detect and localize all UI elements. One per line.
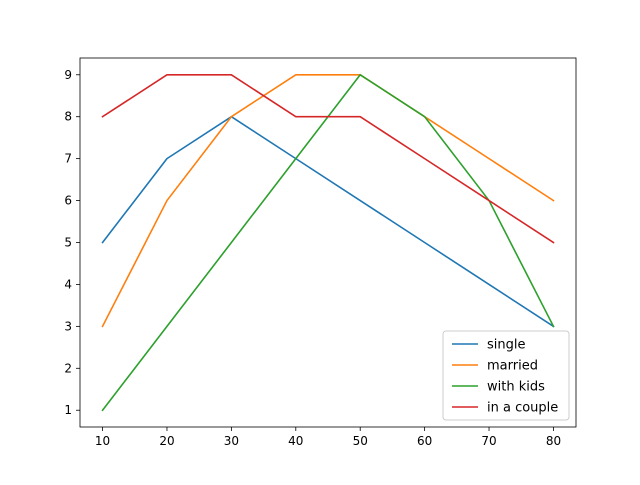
x-tick-label: 40 <box>288 434 303 448</box>
y-tick-label: 6 <box>64 194 72 208</box>
y-tick-label: 3 <box>64 319 72 333</box>
y-tick-label: 5 <box>64 236 72 250</box>
x-tick-label: 70 <box>481 434 496 448</box>
legend-label-1: married <box>487 359 538 374</box>
x-tick-label: 80 <box>546 434 561 448</box>
y-tick-label: 2 <box>64 361 72 375</box>
x-axis: 10 20 30 40 50 60 70 80 <box>95 427 561 448</box>
series-line-0 <box>101 115 555 328</box>
legend: single married with kids in a couple <box>442 330 570 421</box>
legend-label-0: single <box>487 338 526 353</box>
legend-label-3: in a couple <box>487 401 558 416</box>
x-tick-label: 30 <box>224 434 239 448</box>
x-tick-label: 60 <box>417 434 432 448</box>
x-tick-label: 20 <box>159 434 174 448</box>
y-tick-label: 8 <box>64 110 72 124</box>
y-tick-label: 1 <box>64 403 72 417</box>
x-tick-label: 10 <box>95 434 110 448</box>
series-line-1 <box>101 73 555 328</box>
legend-label-2: with kids <box>487 380 545 395</box>
y-tick-label: 9 <box>64 68 72 82</box>
x-tick-label: 50 <box>353 434 368 448</box>
y-tick-label: 7 <box>64 152 72 166</box>
y-tick-label: 4 <box>64 277 72 291</box>
series-line-3 <box>101 73 555 244</box>
series-layer <box>101 73 555 412</box>
y-axis: 1 2 3 4 5 6 7 8 9 <box>64 68 80 417</box>
legend-box <box>442 330 570 421</box>
